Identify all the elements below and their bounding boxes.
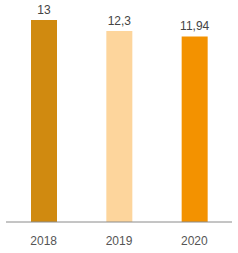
- svg-text:12,3: 12,3: [108, 14, 132, 28]
- svg-text:2018: 2018: [30, 234, 57, 248]
- svg-text:11,94: 11,94: [180, 19, 209, 33]
- svg-text:2020: 2020: [181, 234, 208, 248]
- svg-text:13: 13: [37, 3, 51, 17]
- svg-text:2019: 2019: [106, 234, 133, 248]
